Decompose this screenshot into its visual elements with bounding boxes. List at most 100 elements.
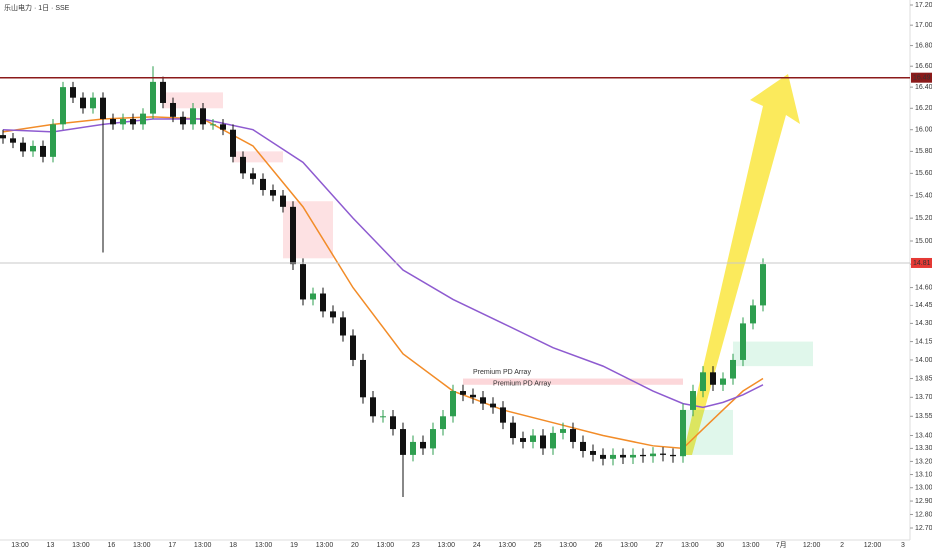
candle-body [740,323,746,360]
x-tick-label: 13:00 [620,542,638,549]
y-tick-label: 15.80 [915,148,932,155]
y-tick-label: 13.55 [915,413,932,420]
x-tick-label: 13:00 [498,542,516,549]
candle-body [530,435,536,442]
candle-body [100,97,106,119]
candle-body [190,108,196,125]
candle-body [200,108,206,125]
y-tick-label: 17.20 [915,2,932,9]
candle-body [460,391,466,395]
x-tick-label: 2 [840,542,844,549]
candle-body [60,87,66,125]
y-tick-label: 14.60 [915,284,932,291]
y-tick-label: 13.00 [915,485,932,492]
x-tick-label: 13:00 [316,542,334,549]
y-tick-label: 17.00 [915,22,932,29]
candle-body [0,135,6,139]
candle-body [720,378,726,385]
y-tick-label: 13.10 [915,471,932,478]
x-tick-label: 12:00 [803,542,821,549]
price-label-box [911,257,932,268]
candle-body [580,441,586,451]
candle-body [540,435,546,449]
candle-body [220,124,226,130]
candle-body [400,429,406,455]
candle-body [210,124,216,126]
x-tick-label: 23 [412,542,420,549]
y-tick-label: 13.30 [915,445,932,452]
x-tick-label: 18 [229,542,237,549]
y-tick-label: 16.00 [915,127,932,134]
x-tick-label: 20 [351,542,359,549]
candle-body [610,454,616,459]
x-tick-label: 13:00 [559,542,577,549]
candle-body [340,317,346,336]
candle-body [660,453,666,455]
y-tick-label: 14.00 [915,357,932,364]
y-tick-label: 16.20 [915,105,932,112]
price-label-box [911,72,932,83]
x-tick-label: 13:00 [438,542,456,549]
candle-body [450,391,456,417]
x-tick-label: 3 [901,542,905,549]
candle-body [710,372,716,385]
candle-body [260,178,266,191]
x-tick-label: 24 [473,542,481,549]
zone [733,341,813,367]
y-tick-label: 13.70 [915,394,932,401]
candle-body [320,293,326,312]
y-tick-label: 12.80 [915,511,932,518]
x-tick-label: 13:00 [72,542,90,549]
candle-body [370,397,376,417]
candle-body [250,173,256,179]
zone-label: Premium PD Array [473,369,531,376]
candle-body [120,118,126,125]
candle-body [570,429,576,442]
y-tick-label: 14.30 [915,320,932,327]
candle-body [230,129,236,157]
y-tick-label: 12.90 [915,498,932,505]
candle-body [680,409,686,457]
candle-body [510,422,516,439]
x-tick-label: 25 [534,542,542,549]
y-tick-label: 15.00 [915,238,932,245]
candle-body [150,81,156,114]
candle-body [50,124,56,157]
y-tick-label: 16.60 [915,63,932,70]
x-tick-label: 13:00 [742,542,760,549]
y-tick-label: 15.20 [915,215,932,222]
x-tick-label: 26 [595,542,603,549]
x-tick-label: 13:00 [194,542,212,549]
price-label: 14.81 [913,260,931,267]
candle-body [700,372,706,392]
candle-body [20,142,26,152]
y-tick-label: 15.60 [915,170,932,177]
candle-body [180,116,186,125]
candle-body [650,453,656,457]
candle-body [490,403,496,408]
candle-body [480,397,486,404]
x-tick-label: 30 [716,542,724,549]
candle-body [170,102,176,117]
candle-body [630,454,636,458]
zone [163,92,223,109]
x-tick-label: 17 [168,542,176,549]
candle-body [300,264,306,300]
candle-body [90,97,96,109]
candle-body [40,145,46,157]
candle-body [410,441,416,455]
candle-body [550,432,556,449]
candle-body [110,118,116,125]
candle-body [280,195,286,207]
candle-body [380,416,386,418]
candle-body [590,450,596,455]
y-tick-label: 13.85 [915,375,932,382]
x-tick-label: 13 [47,542,55,549]
candle-body [500,407,506,423]
y-tick-label: 14.15 [915,338,932,345]
candle-body [140,113,146,125]
zone [683,409,733,455]
y-tick-label: 14.45 [915,302,932,309]
